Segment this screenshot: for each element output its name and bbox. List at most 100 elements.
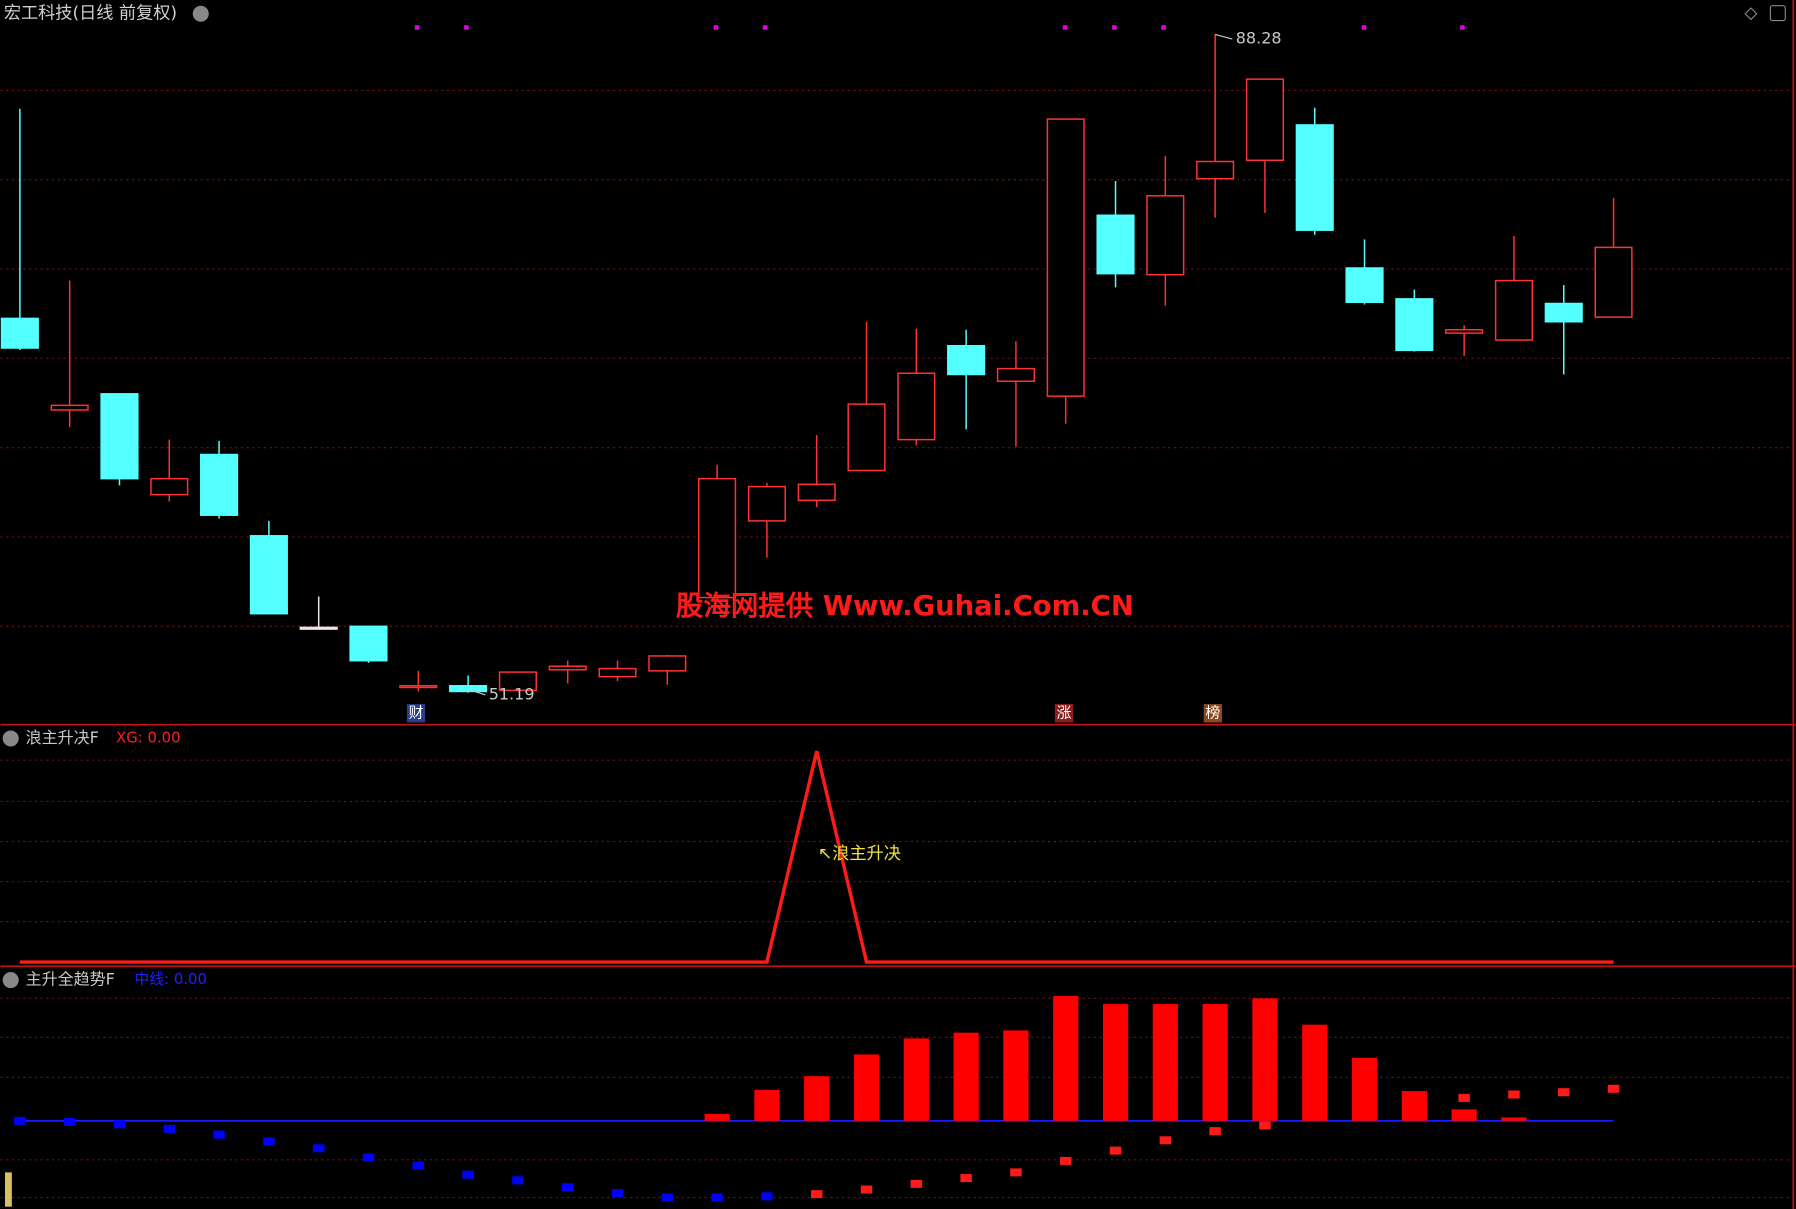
indicator-title: 浪主升决F	[26, 728, 99, 747]
event-marker-box	[1203, 704, 1223, 723]
candle-body	[747, 485, 786, 522]
trend-bar	[1003, 1030, 1029, 1121]
trend-dot	[512, 1176, 524, 1185]
trend-dot	[761, 1192, 773, 1201]
event-marker-box	[1054, 704, 1074, 723]
menu-button[interactable]	[2, 730, 19, 747]
trend-dot	[561, 1183, 574, 1192]
candle-body	[1594, 246, 1633, 318]
candle-body	[1295, 124, 1334, 231]
toggle-icon[interactable]	[1744, 7, 1758, 21]
candle-body	[897, 372, 936, 441]
candle-body	[1146, 195, 1185, 276]
event-marker: 涨	[1057, 703, 1072, 721]
trend-dot	[810, 1190, 823, 1199]
trend-bar	[804, 1076, 830, 1121]
indicator-title: 主升全趋势F	[26, 970, 115, 989]
high-pointer	[1214, 33, 1233, 40]
candle-body	[1345, 267, 1384, 303]
trend-dot	[312, 1144, 325, 1153]
candle-body	[598, 667, 637, 678]
low-pointer	[467, 688, 486, 696]
candle-body	[299, 626, 338, 630]
trend-bar	[1501, 1117, 1527, 1121]
trend-bar	[1102, 1004, 1129, 1121]
indicator-line	[19, 750, 1614, 964]
candle-body	[548, 665, 587, 671]
trend-dot	[1508, 1090, 1520, 1099]
trend-dot	[163, 1124, 176, 1133]
trend-bar	[1053, 996, 1079, 1121]
trend-dot	[412, 1161, 425, 1170]
trend-dot	[462, 1170, 474, 1179]
candle-body	[1046, 118, 1085, 397]
candle-body	[100, 393, 139, 480]
trend-dot	[1209, 1127, 1221, 1136]
candle-body	[50, 404, 89, 411]
signal-dots	[414, 25, 1465, 30]
candle-body	[1096, 214, 1135, 275]
trend-dot	[1607, 1084, 1620, 1093]
candle-body	[1544, 302, 1583, 323]
trend-dot	[1259, 1121, 1271, 1130]
trend-dot	[910, 1179, 923, 1188]
trend-dot	[860, 1185, 873, 1194]
candle-body	[0, 317, 39, 349]
scroll-handle[interactable]	[4, 1172, 12, 1207]
trend-dot	[362, 1153, 375, 1162]
trend-dot	[661, 1193, 674, 1202]
watermark: 股海网提供 Www.Guhai.Com.CN	[676, 591, 1134, 622]
line-annotation: ↖浪主升决	[818, 844, 901, 864]
candle-body	[947, 344, 986, 376]
candle-body	[847, 403, 886, 472]
event-marker: 榜	[1205, 703, 1220, 721]
trend-bar	[853, 1054, 880, 1121]
candle-body	[498, 671, 537, 692]
trend-bar	[1401, 1091, 1427, 1121]
window-button[interactable]	[1769, 5, 1786, 22]
candle-body	[797, 483, 836, 502]
candle-body	[150, 477, 189, 496]
trend-bar	[1152, 1004, 1178, 1121]
menu-button[interactable]	[192, 5, 209, 22]
trend-dot	[1060, 1156, 1072, 1165]
trend-bar	[704, 1113, 730, 1121]
trend-dot	[63, 1117, 76, 1126]
indicator-legend: 中线: 0.00	[134, 970, 207, 988]
candle-body	[698, 477, 737, 599]
low-label: 51.19	[489, 684, 535, 703]
candle-body	[1196, 160, 1235, 180]
trend-bar	[1351, 1057, 1378, 1121]
event-marker-box	[406, 704, 426, 723]
trend-bar	[903, 1038, 929, 1121]
candle-body	[1445, 329, 1484, 334]
trend-dot	[263, 1137, 275, 1146]
candle-body	[200, 453, 239, 516]
candle-body	[249, 535, 288, 615]
candle-body	[399, 685, 438, 689]
trend-dot	[1109, 1146, 1122, 1155]
trend-dot	[611, 1188, 624, 1197]
candle-body	[996, 367, 1035, 382]
candle-body	[1494, 279, 1534, 341]
trend-dot	[1010, 1168, 1022, 1177]
candle-body	[449, 685, 488, 693]
trend-bar	[953, 1032, 979, 1121]
trend-bar	[1451, 1109, 1477, 1121]
candle-body	[1395, 298, 1434, 352]
candle-body	[349, 625, 388, 662]
trend-dot	[1458, 1093, 1470, 1102]
trend-bar	[1302, 1024, 1328, 1121]
trend-bar	[1252, 998, 1278, 1121]
trend-dot	[213, 1130, 225, 1139]
trend-dot	[113, 1120, 126, 1129]
event-marker: 财	[409, 703, 424, 721]
trend-bar	[754, 1089, 780, 1121]
trend-dot	[1159, 1136, 1172, 1145]
trend-dot	[711, 1193, 723, 1202]
trend-dot	[1558, 1088, 1570, 1097]
candle-body	[648, 655, 687, 672]
menu-button[interactable]	[2, 972, 19, 989]
